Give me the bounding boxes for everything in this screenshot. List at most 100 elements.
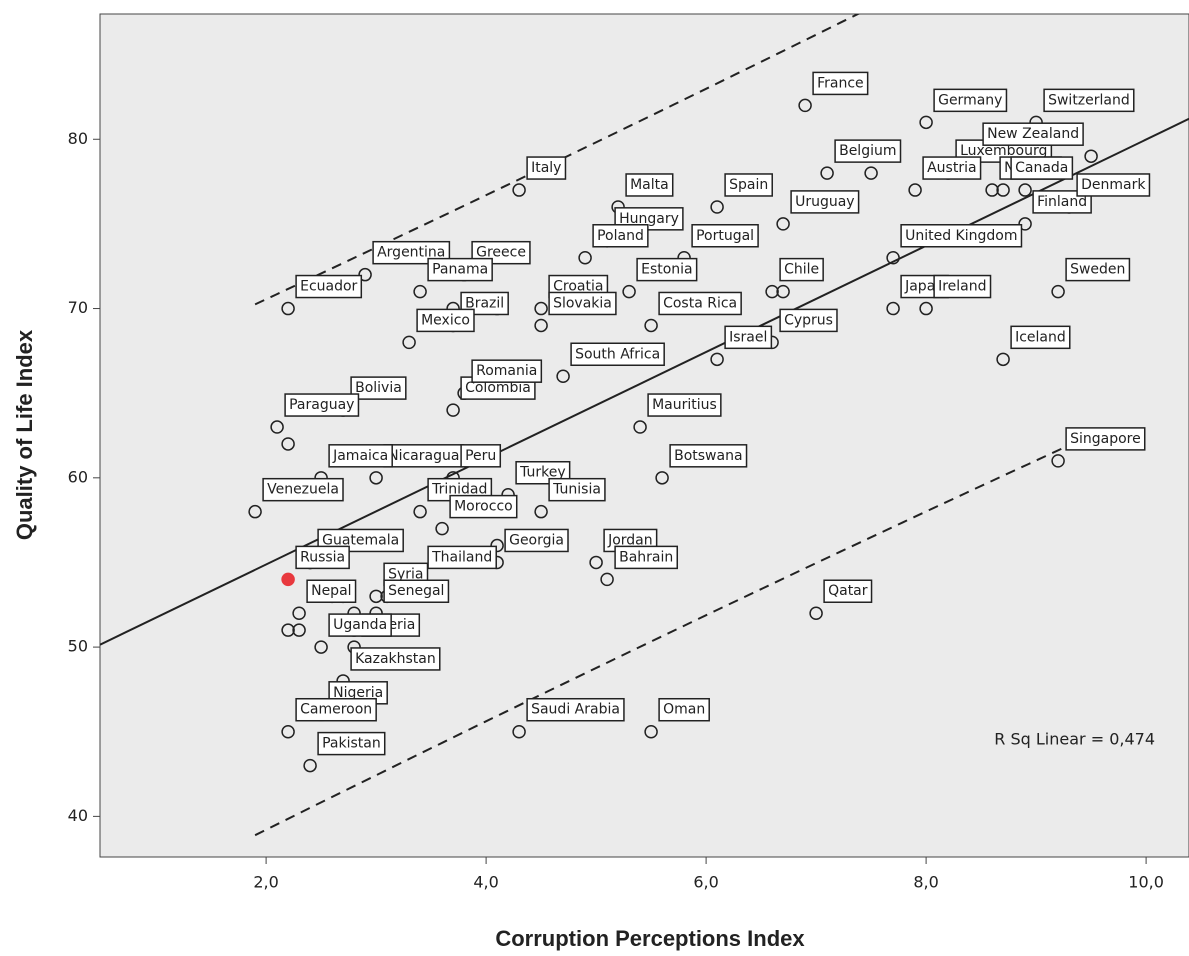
point — [776, 217, 790, 231]
point — [886, 301, 900, 316]
point-label: Botswana — [669, 444, 748, 468]
point-label: Germany — [933, 88, 1008, 113]
point — [446, 403, 460, 417]
point-label: Morocco — [449, 494, 518, 519]
point-label: Belgium — [834, 139, 902, 163]
label-box — [1043, 88, 1135, 113]
point — [358, 267, 372, 282]
label-text: United Kingdom — [905, 228, 1017, 244]
label-box — [570, 342, 665, 367]
label-text: Nicaragua — [388, 448, 459, 464]
point — [490, 538, 504, 553]
label-box — [383, 579, 450, 603]
label-box — [328, 613, 392, 637]
label-text: Peru — [465, 448, 496, 464]
point-label: Spain — [724, 173, 773, 197]
point-label: Canada — [1010, 156, 1074, 180]
point — [556, 369, 570, 384]
point-label: Qatar — [823, 579, 873, 603]
label-text: Iceland — [1015, 329, 1066, 345]
label-box — [350, 647, 441, 671]
point-label: Cyprus — [779, 308, 838, 333]
label-text: Panama — [432, 262, 488, 278]
label-text: Qatar — [828, 583, 868, 599]
label-text: Estonia — [641, 262, 693, 278]
point-label: Saudi Arabia — [526, 697, 625, 722]
label-box — [1065, 427, 1146, 451]
point-label: Venezuela — [262, 477, 344, 502]
label-box — [328, 444, 393, 468]
point-label: Russia — [295, 545, 350, 570]
x-tick-label: 8,0 — [913, 873, 938, 892]
label-box — [724, 173, 773, 197]
point-label: Cameroon — [295, 697, 377, 722]
label-text: Switzerland — [1048, 92, 1130, 108]
point-label: Jamaica — [328, 444, 393, 468]
point — [292, 606, 306, 620]
highlighted-point — [281, 572, 295, 587]
label-text: Poland — [597, 228, 644, 244]
label-box — [284, 393, 360, 417]
point — [402, 335, 416, 350]
point-label: Peru — [460, 444, 502, 468]
label-box — [350, 376, 407, 400]
point-label: United Kingdom — [900, 224, 1023, 248]
label-text: Greece — [476, 245, 526, 261]
point — [886, 251, 900, 265]
label-text: Austria — [927, 160, 976, 176]
fit-lines — [100, 14, 1189, 837]
point — [413, 284, 427, 299]
label-text: Italy — [531, 160, 561, 176]
point-label: Costa Rica — [658, 291, 742, 316]
point-labels: France Germany Switzerland Belgium Luxembour… — [262, 71, 1151, 756]
point — [644, 318, 658, 333]
label-text: Senegal — [388, 583, 444, 599]
label-text: Canada — [1015, 160, 1068, 176]
y-tick-label: 40 — [68, 806, 88, 825]
label-text: Bolivia — [355, 380, 402, 396]
label-text: Portugal — [696, 228, 754, 244]
label-text: Sweden — [1070, 262, 1125, 278]
point — [622, 284, 636, 299]
point — [303, 758, 317, 773]
label-text: Luxembourg — [960, 143, 1047, 159]
label-text: Kazakhstan — [355, 651, 436, 667]
label-text: Germany — [938, 92, 1002, 108]
label-box — [933, 88, 1008, 113]
label-text: Costa Rica — [663, 295, 737, 311]
label-box — [636, 257, 698, 282]
point-label: Romania — [471, 359, 543, 383]
point-label: Poland — [592, 224, 649, 248]
label-box — [548, 477, 606, 502]
point — [413, 504, 427, 519]
point-label: Slovakia — [548, 291, 617, 316]
label-box — [779, 257, 824, 282]
label-text: France — [817, 75, 864, 91]
label-box — [526, 697, 625, 722]
point — [369, 471, 383, 485]
label-text: Ireland — [938, 279, 986, 295]
point-label: Uganda — [328, 613, 392, 637]
label-box — [823, 579, 873, 603]
point — [633, 420, 647, 434]
label-text: Jordan — [607, 532, 653, 548]
label-text: Saudi Arabia — [531, 702, 620, 718]
label-text: Croatia — [553, 279, 603, 295]
label-box — [790, 190, 860, 214]
point — [589, 555, 603, 570]
label-box — [834, 139, 902, 163]
point-label: Tunisia — [548, 477, 606, 502]
label-text: Russia — [300, 549, 345, 565]
y-tick-label: 70 — [68, 298, 88, 317]
label-box — [295, 697, 377, 722]
point — [908, 183, 922, 197]
point-label: Sweden — [1065, 257, 1131, 282]
label-box — [1076, 173, 1151, 197]
point — [600, 572, 614, 587]
point-label: New Zealand — [982, 122, 1084, 146]
point-label: Mexico — [416, 308, 475, 333]
x-tick-label: 6,0 — [693, 873, 718, 892]
label-text: New Zealand — [987, 126, 1079, 142]
point — [710, 352, 724, 367]
label-text: Belgium — [839, 143, 896, 159]
